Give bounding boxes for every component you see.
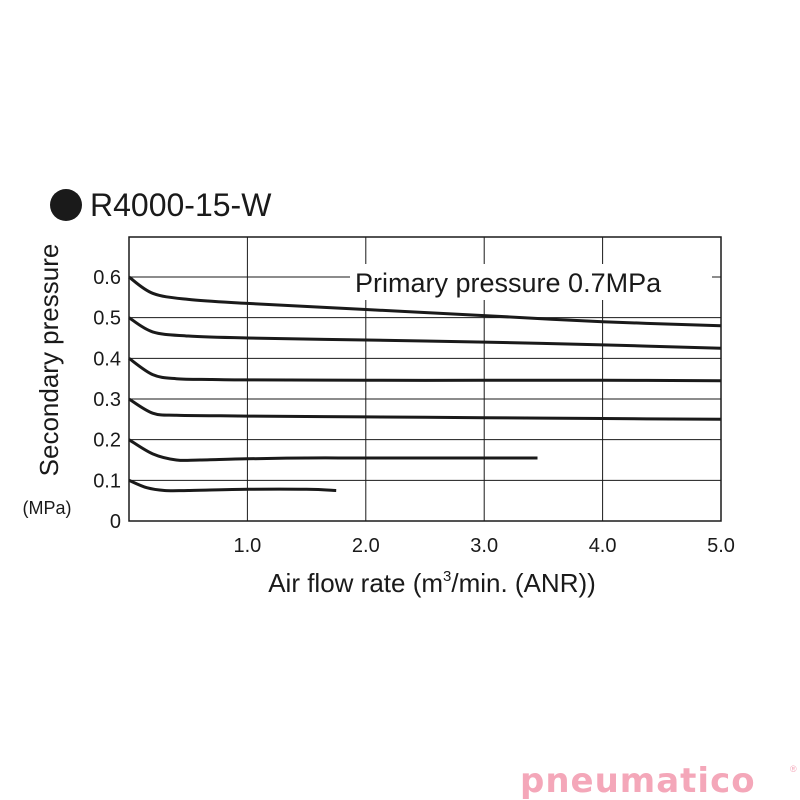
y-tick-label: 0: [110, 511, 121, 533]
y-tick-label: 0.3: [93, 389, 121, 411]
series-group: [128, 275, 722, 493]
series-line: [128, 316, 722, 350]
series-line: [128, 357, 722, 383]
series-line: [128, 397, 722, 421]
y-axis-unit: (MPa): [23, 498, 72, 518]
x-ticks: 1.0 2.0 3.0 4.0 5.0: [233, 535, 734, 557]
series-line: [128, 275, 722, 328]
chart-title: R4000-15-W: [90, 187, 272, 223]
y-tick-label: 0.5: [93, 308, 121, 330]
x-axis-label-main: Air flow rate (m: [268, 568, 443, 598]
annotation: Primary pressure 0.7MPa: [355, 268, 662, 298]
y-tick-label: 0.6: [93, 267, 121, 289]
brand-watermark-reg: ®: [790, 764, 797, 774]
title-bullet-icon: [50, 189, 82, 221]
y-tick-label: 0.1: [93, 470, 121, 492]
plot-frame: [128, 236, 722, 522]
y-tick-label: 0.2: [93, 430, 121, 452]
x-tick-label: 3.0: [470, 535, 498, 557]
y-ticks: 0 0.1 0.2 0.3 0.4 0.5 0.6: [93, 267, 121, 533]
series-line: [128, 478, 337, 493]
x-tick-label: 4.0: [589, 535, 617, 557]
y-axis-label: Secondary pressure: [34, 244, 64, 477]
y-tick-label: 0.4: [93, 348, 121, 370]
x-tick-label: 5.0: [707, 535, 735, 557]
series-line: [128, 438, 538, 462]
x-axis-label-rest: /min. (ANR)): [451, 568, 595, 598]
x-tick-label: 2.0: [352, 535, 380, 557]
grid: [128, 236, 722, 522]
annotation-background: [350, 264, 712, 300]
x-axis-label-sup: 3: [443, 568, 451, 585]
brand-watermark-text: pneumatico: [520, 761, 756, 800]
x-tick-label: 1.0: [233, 535, 261, 557]
brand-watermark: pneumatico ®: [520, 761, 797, 800]
x-axis-label: Air flow rate (m3/min. (ANR)): [268, 568, 596, 598]
